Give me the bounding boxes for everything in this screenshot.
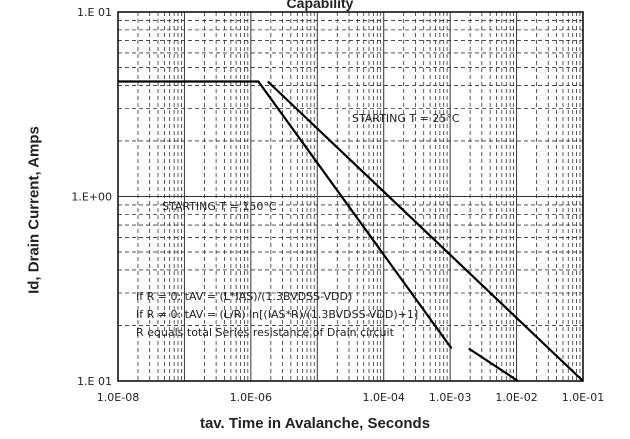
annotation-formula-r0: If R = 0: tAV = (L*IAS)/(1.3BVDSS-VDD) [136, 290, 352, 303]
grid [118, 12, 583, 381]
x-tick-label: 1.0E-02 [495, 391, 537, 404]
y-tick-label: 1.E 01 [77, 6, 112, 19]
annotation-25c: STARTING T = 25°C [352, 112, 460, 125]
y-tick-label: 1.E+00 [71, 191, 112, 204]
series-line-2 [267, 80, 584, 382]
x-axis-label: tav. Time in Avalanche, Seconds [199, 415, 431, 432]
series-layer [118, 80, 584, 382]
annotation-150c: STARTING T = 150°C [162, 200, 277, 213]
x-tick-label: 1.0E-08 [97, 391, 139, 404]
x-tick-label: 1.0E-03 [429, 391, 471, 404]
annotations: STARTING T = 25°C STARTING T = 150°C If … [136, 112, 460, 339]
tick-labels: 1.0E-08 1.0E-06 1.0E-04 1.0E-03 1.0E-02 1.0E-… [71, 6, 604, 404]
series-line-3 [468, 347, 519, 382]
series-line-1 [118, 80, 453, 350]
annotation-r-note: R equals total Series resistance of Drai… [136, 326, 395, 339]
y-tick-label: 1.E 01 [77, 375, 112, 388]
x-tick-label: 1.0E-01 [562, 391, 604, 404]
plot-frame [117, 11, 584, 382]
chart-title: Capability [286, 0, 354, 11]
annotation-formula-r: If R ≠ 0: tAV = (L/R) ln[(IAS*R)/(1.3BVD… [136, 308, 418, 321]
x-tick-label: 1.0E-06 [230, 391, 272, 404]
x-tick-label: 1.0E-04 [363, 391, 405, 404]
